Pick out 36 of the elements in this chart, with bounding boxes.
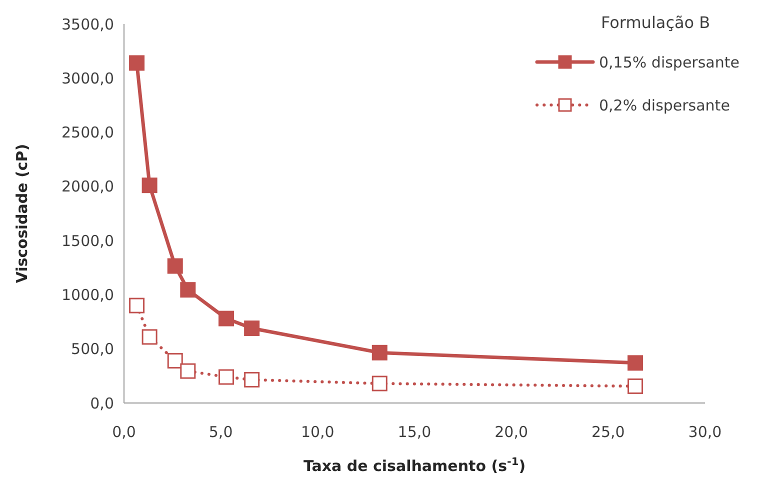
y-tick-label: 2000,0 bbox=[62, 178, 114, 196]
y-tick-label: 3500,0 bbox=[62, 15, 114, 34]
x-tick-label: 25,0 bbox=[591, 423, 625, 441]
point bbox=[142, 178, 158, 194]
point bbox=[372, 376, 388, 392]
x-tick-label: 30,0 bbox=[688, 423, 722, 441]
point bbox=[372, 344, 388, 360]
point bbox=[129, 55, 145, 71]
x-tick-label: 15,0 bbox=[398, 423, 432, 441]
y-axis-title: Viscosidade (cP) bbox=[13, 144, 31, 284]
y-tick-label: 0,0 bbox=[90, 394, 114, 412]
point bbox=[142, 329, 158, 345]
point bbox=[167, 258, 183, 274]
y-tick-label: 1000,0 bbox=[62, 286, 114, 304]
point bbox=[628, 355, 644, 371]
point bbox=[180, 282, 196, 298]
point bbox=[244, 372, 260, 388]
point bbox=[628, 378, 644, 394]
legend-title: Formulação B bbox=[601, 13, 710, 32]
point bbox=[218, 310, 234, 326]
point bbox=[244, 320, 260, 336]
x-tick-label: 10,0 bbox=[300, 423, 334, 441]
y-tick-label: 3000,0 bbox=[62, 69, 114, 88]
point bbox=[167, 353, 183, 369]
y-tick-label: 500,0 bbox=[71, 340, 114, 358]
legend-label: 0,2% dispersante bbox=[599, 96, 730, 114]
y-tick-label: 1500,0 bbox=[62, 232, 114, 250]
x-tick-label: 20,0 bbox=[494, 423, 528, 441]
x-tick-label: 0,0 bbox=[112, 423, 136, 441]
point bbox=[218, 369, 234, 385]
legend-label: 0,15% dispersante bbox=[599, 53, 740, 72]
x-axis-title: Taxa de cisalhamento (s$^{-1}$) bbox=[303, 456, 526, 475]
point bbox=[180, 363, 196, 379]
x-tick-label: 5,0 bbox=[208, 423, 233, 441]
point bbox=[129, 298, 145, 314]
y-tick-label: 2500,0 bbox=[62, 124, 114, 142]
